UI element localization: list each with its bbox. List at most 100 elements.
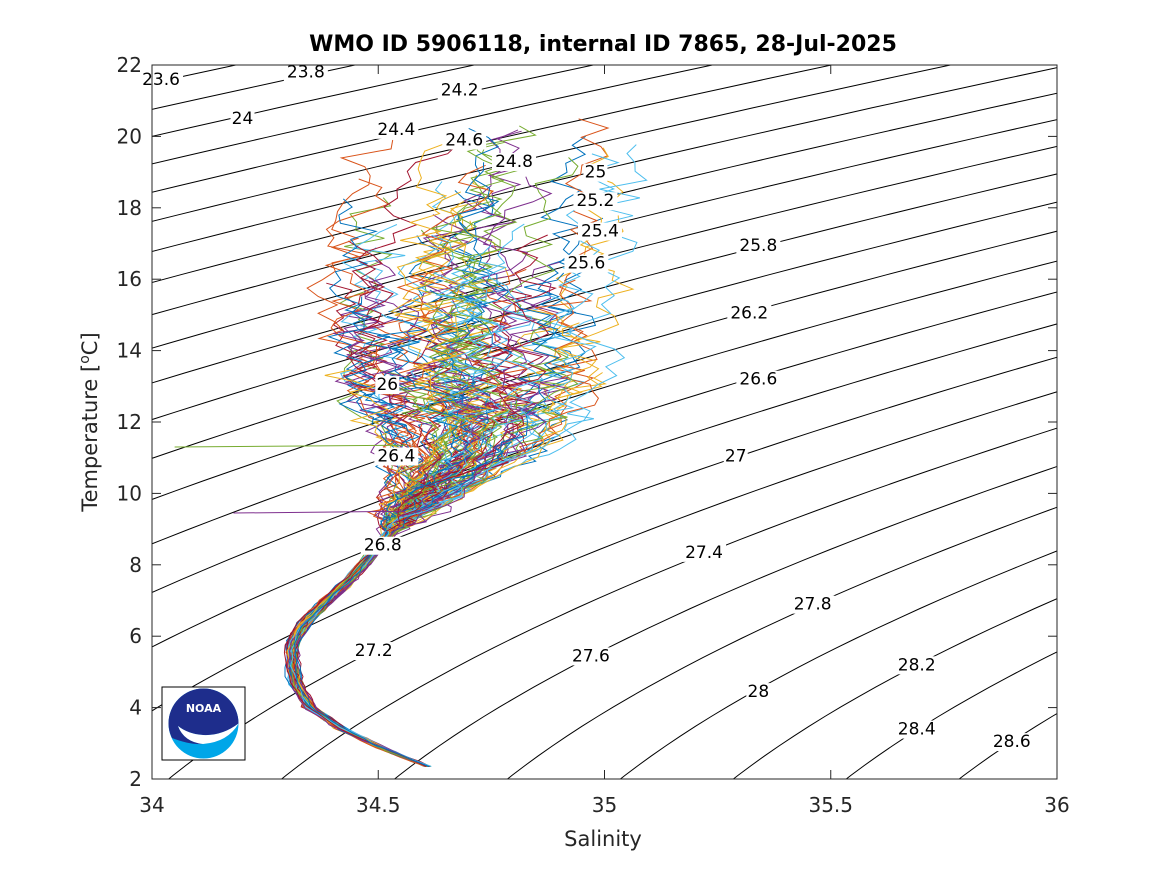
logo-white-band xyxy=(178,723,239,744)
contour-label-bg xyxy=(139,70,184,89)
contour-label-27.6: 27.6 xyxy=(572,646,610,666)
density-contour-28.2 xyxy=(732,598,1057,779)
y-tick-label: 20 xyxy=(117,124,142,148)
density-contour-27.6 xyxy=(393,465,1057,779)
contour-label-26.2: 26.2 xyxy=(730,304,768,324)
profile-line xyxy=(283,234,557,767)
contour-label-23.8: 23.8 xyxy=(287,63,325,83)
density-contour-25 xyxy=(152,67,1057,284)
chart-title: WMO ID 5906118, internal ID 7865, 28-Jul… xyxy=(309,32,897,57)
contour-label-bg xyxy=(437,81,482,100)
contour-label-bg xyxy=(564,254,609,273)
density-contour-27.2 xyxy=(167,391,1057,779)
density-contour-24.2 xyxy=(152,65,596,165)
contour-label-27.8: 27.8 xyxy=(794,595,832,615)
contour-label-28.2: 28.2 xyxy=(898,655,936,675)
x-tick-label: 34 xyxy=(139,793,164,817)
contour-label-bg xyxy=(727,304,772,323)
contour-label-bg xyxy=(894,656,939,675)
density-contour-25.4 xyxy=(152,119,1057,349)
density-contour-27 xyxy=(152,356,1057,712)
density-contour-25.6 xyxy=(152,145,1057,384)
x-tick-label: 35.5 xyxy=(808,793,853,817)
contour-label-24.6: 24.6 xyxy=(445,131,483,151)
density-contour-28.4 xyxy=(845,651,1057,779)
y-tick-label: 10 xyxy=(117,481,142,505)
y-axis-label: Temperature [oC] xyxy=(77,332,102,512)
contour-label-27.4: 27.4 xyxy=(685,543,723,563)
contour-label-bg xyxy=(492,152,536,171)
density-contour-25.2 xyxy=(152,92,1057,316)
density-contour-26.2 xyxy=(152,230,1057,500)
contour-label-25.4: 25.4 xyxy=(581,222,619,242)
contour-label-28.4: 28.4 xyxy=(898,720,936,740)
contour-label-bg xyxy=(682,543,727,562)
profile-line xyxy=(293,375,474,767)
contour-label-bg xyxy=(283,63,328,82)
profile-lines xyxy=(174,118,648,767)
profile-line xyxy=(286,401,490,767)
contour-label-25: 25 xyxy=(585,163,607,183)
contour-label-26.4: 26.4 xyxy=(377,446,415,466)
y-axis-label-sup: o xyxy=(77,355,93,364)
y-axis-label-tail: C] xyxy=(78,332,102,355)
contour-label-bg xyxy=(736,236,781,255)
contour-label-25.8: 25.8 xyxy=(739,236,777,256)
y-tick-label: 12 xyxy=(117,410,142,434)
contour-label-27: 27 xyxy=(725,446,747,466)
contour-label-bg xyxy=(442,131,487,150)
density-contour-26 xyxy=(152,201,1057,459)
x-tick-label: 34.5 xyxy=(356,793,401,817)
density-contour-24.4 xyxy=(152,65,715,193)
density-contour-24.6 xyxy=(152,65,834,222)
y-tick-label: 4 xyxy=(129,696,142,720)
contour-label-27.2: 27.2 xyxy=(355,641,393,661)
y-tick-label: 14 xyxy=(117,339,142,363)
contour-label-bg xyxy=(375,376,400,395)
contour-label-bg xyxy=(360,536,405,555)
y-tick-label: 22 xyxy=(117,53,142,77)
y-tick-label: 2 xyxy=(129,767,142,791)
contour-label-bg xyxy=(583,163,608,182)
density-contour-26.8 xyxy=(152,323,1057,648)
contour-label-bg xyxy=(577,222,622,241)
profile-line xyxy=(233,510,406,514)
contour-label-28.6: 28.6 xyxy=(993,732,1031,752)
contour-label-bg xyxy=(230,110,255,129)
density-contour-26.6 xyxy=(152,291,1057,594)
x-axis-ticks: 34 34.5 35 35.5 36 xyxy=(139,65,1070,817)
contour-label-bg xyxy=(989,733,1034,752)
contour-label-bg xyxy=(790,595,835,614)
profile-line xyxy=(293,176,553,767)
contour-label-24: 24 xyxy=(232,109,254,129)
contour-label-24.8: 24.8 xyxy=(495,152,533,172)
contour-label-25.2: 25.2 xyxy=(577,191,615,211)
y-tick-label: 18 xyxy=(117,196,142,220)
contour-label-bg xyxy=(573,192,618,211)
profile-line xyxy=(174,444,406,448)
y-tick-label: 16 xyxy=(117,267,142,291)
contour-label-24.4: 24.4 xyxy=(377,120,415,140)
y-tick-label: 8 xyxy=(129,553,142,577)
y-tick-label: 6 xyxy=(129,624,142,648)
x-axis-label: Salinity xyxy=(564,827,642,851)
y-axis-label-main: Temperature [ xyxy=(78,364,102,513)
profile-line xyxy=(287,144,648,767)
contour-label-26.8: 26.8 xyxy=(364,536,402,556)
contour-label-26: 26 xyxy=(376,375,398,395)
contour-label-24.2: 24.2 xyxy=(441,81,479,101)
contour-label-bg xyxy=(723,447,748,466)
contour-label-bg xyxy=(746,683,771,702)
contour-label-bg xyxy=(374,120,419,139)
x-tick-label: 35 xyxy=(592,793,617,817)
contour-label-23.6: 23.6 xyxy=(142,70,180,90)
noaa-logo: NOAA xyxy=(161,686,246,761)
contour-label-26.6: 26.6 xyxy=(739,370,777,390)
contour-label-28: 28 xyxy=(748,682,770,702)
density-contour-27.8 xyxy=(506,506,1057,779)
contour-label-bg xyxy=(894,720,939,739)
logo-wordmark: NOAA xyxy=(186,702,222,715)
density-contour-27.4 xyxy=(280,427,1057,779)
